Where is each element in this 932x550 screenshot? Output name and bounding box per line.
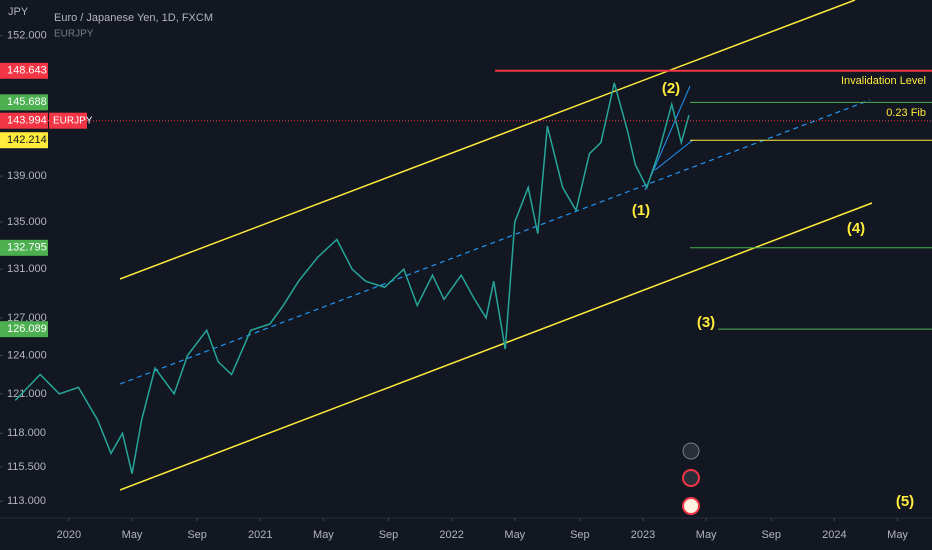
price-badge-label: 148.643 bbox=[7, 65, 47, 77]
symbol-label: EURJPY bbox=[53, 115, 93, 126]
x-tick-label: 2024 bbox=[822, 529, 846, 541]
wave-label: (3) bbox=[697, 314, 715, 331]
x-tick-label: May bbox=[504, 529, 525, 541]
y-tick-label: 152.000 bbox=[7, 30, 47, 42]
price-badge bbox=[0, 112, 48, 129]
y-tick-label: 118.000 bbox=[7, 427, 46, 439]
price-badge bbox=[0, 132, 48, 149]
channel-median bbox=[119, 99, 871, 385]
x-tick-label: 2020 bbox=[57, 529, 81, 541]
annotation: 0.23 Fib bbox=[886, 107, 926, 119]
x-tick-label: 2021 bbox=[248, 529, 272, 541]
price-badge-label: 132.795 bbox=[7, 242, 47, 254]
chart-title: Euro / Japanese Yen, 1D, FXCM bbox=[54, 12, 213, 24]
price-badge bbox=[0, 239, 48, 256]
price-badge-label: 126.089 bbox=[7, 323, 47, 335]
x-tick-label: Sep bbox=[570, 529, 590, 541]
price-badge-label: 143.994 bbox=[7, 115, 47, 127]
x-tick-label: 2023 bbox=[631, 529, 655, 541]
x-tick-label: May bbox=[887, 529, 908, 541]
wave-label: (4) bbox=[847, 220, 865, 237]
legend-label: EURJPY bbox=[54, 29, 94, 40]
wave-label: (2) bbox=[662, 80, 680, 97]
channel-upper bbox=[119, 0, 856, 280]
price-badge bbox=[0, 94, 48, 111]
price-badge bbox=[0, 321, 48, 338]
y-tick-label: 121.000 bbox=[7, 388, 47, 400]
x-tick-label: May bbox=[313, 529, 334, 541]
icon[interactable] bbox=[682, 442, 700, 460]
y-tick-label: 139.000 bbox=[7, 170, 47, 182]
wave-label: (1) bbox=[632, 202, 650, 219]
x-tick-label: Sep bbox=[187, 529, 207, 541]
y-tick-label: 115.500 bbox=[7, 461, 46, 473]
price-badge bbox=[0, 62, 48, 79]
x-tick-label: May bbox=[122, 529, 143, 541]
x-tick-label: May bbox=[696, 529, 717, 541]
wave-label: (5) bbox=[896, 493, 914, 510]
price-line bbox=[14, 82, 690, 474]
y-tick-label: 135.000 bbox=[7, 216, 47, 228]
symbol-badge bbox=[49, 112, 87, 129]
wave-line bbox=[654, 139, 694, 171]
x-tick-label: 2022 bbox=[439, 529, 463, 541]
channel-lower bbox=[119, 202, 873, 491]
y-tick-label: 113.000 bbox=[7, 495, 46, 507]
annotation: Invalidation Level bbox=[841, 75, 926, 87]
y-axis-label: JPY bbox=[8, 6, 29, 18]
icon[interactable] bbox=[682, 469, 700, 487]
y-tick-label: 124.000 bbox=[7, 349, 47, 361]
x-tick-label: Sep bbox=[761, 529, 781, 541]
icon[interactable] bbox=[682, 497, 700, 515]
y-tick-label: 127.000 bbox=[7, 312, 47, 324]
x-tick-label: Sep bbox=[379, 529, 399, 541]
price-badge-label: 145.688 bbox=[7, 96, 47, 108]
y-tick-label: 131.000 bbox=[7, 263, 47, 275]
price-badge-label: 142.214 bbox=[7, 134, 47, 146]
